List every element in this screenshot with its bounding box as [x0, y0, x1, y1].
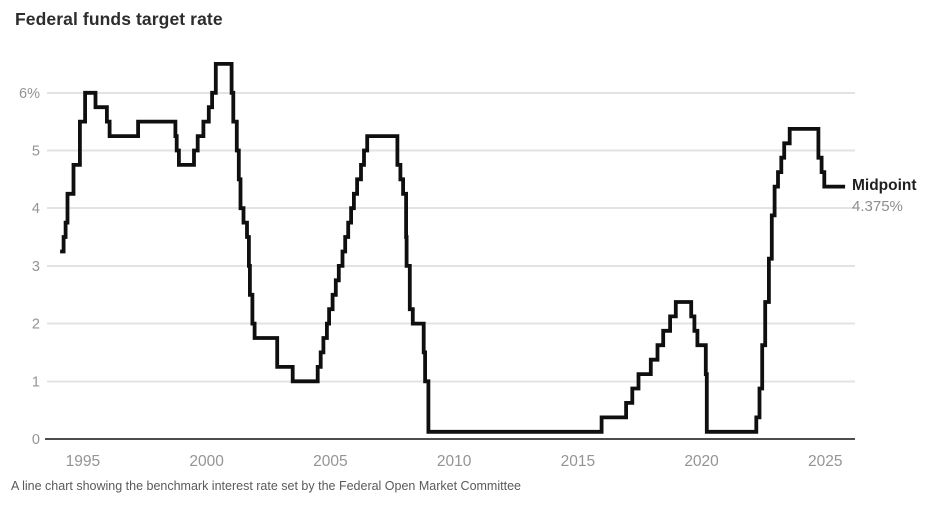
y-axis-tick-label: 6% [19, 86, 40, 102]
y-axis-tick-label: 4 [32, 201, 40, 217]
y-axis-tick-label: 1 [32, 374, 40, 390]
x-axis-tick-label: 2025 [808, 453, 842, 470]
chart-title: Federal funds target rate [15, 9, 223, 29]
chart-caption: A line chart showing the benchmark inter… [11, 479, 521, 493]
rate-step-line [60, 62, 846, 434]
y-axis-tick-label: 3 [32, 259, 40, 275]
y-axis-tick-label: 0 [32, 432, 40, 448]
y-axis-tick-label: 5 [32, 144, 40, 160]
x-axis-tick-label: 2015 [561, 453, 595, 470]
x-axis-tick-label: 2000 [189, 453, 224, 470]
endpoint-annotation-value: 4.375% [852, 198, 903, 215]
x-axis-tick-label: 2010 [437, 453, 472, 470]
y-axis-tick-label: 2 [32, 317, 40, 333]
endpoint-annotation-label: Midpoint [852, 177, 917, 194]
x-axis-tick-label: 2020 [684, 453, 719, 470]
endpoint-annotation: Midpoint 4.375% [852, 175, 917, 217]
x-axis-tick-label: 1995 [66, 453, 100, 470]
x-axis-tick-label: 2005 [313, 453, 347, 470]
